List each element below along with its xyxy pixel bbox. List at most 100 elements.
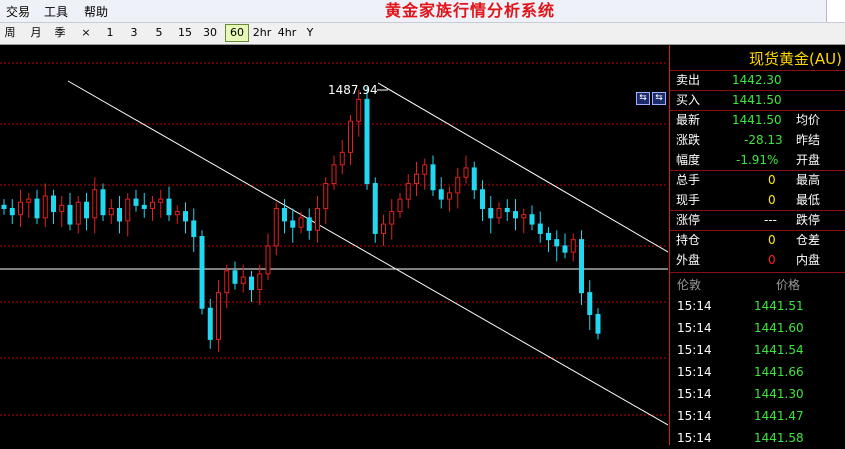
period-15[interactable]: 15 [178, 26, 192, 39]
candle-body [9, 207, 15, 216]
app-title: 黄金家族行情分析系统 [384, 1, 555, 20]
menu-tools[interactable]: 工具 [44, 5, 69, 19]
candle-body [298, 217, 304, 228]
candle-body [92, 189, 98, 219]
menu-bar: 交易 工具 帮助 黄金家族行情分析系统 [0, 0, 845, 23]
quote-value: 0 [768, 173, 776, 187]
trade-time: 15:14 [677, 409, 712, 423]
candle-body [471, 167, 477, 191]
candle-body [290, 220, 296, 228]
candle-body [595, 313, 601, 334]
quote-row-latest: 最新 1441.50 均价 [670, 110, 845, 130]
trade-time: 15:14 [677, 431, 712, 445]
period-4hr[interactable]: 4hr [277, 26, 297, 39]
candle-body [108, 207, 114, 216]
period-5[interactable]: 5 [155, 26, 163, 39]
trades-header: 伦敦 价格 [670, 275, 845, 295]
candle-body [224, 270, 230, 294]
candle-body [372, 183, 378, 234]
trendline-upper [377, 82, 668, 253]
candle-body [306, 217, 312, 231]
quote-label: 现手 [676, 193, 701, 207]
quote-label: 开盘 [796, 153, 821, 167]
trade-row: 15:14 1441.30 [670, 383, 845, 405]
trade-time: 15:14 [677, 343, 712, 357]
quote-value: 0 [768, 193, 776, 207]
candle-body [513, 211, 518, 219]
candle-body [480, 189, 485, 209]
quote-label: 外盘 [676, 253, 701, 267]
trade-price: 1441.30 [754, 387, 804, 401]
candle-body [191, 220, 197, 238]
period-3[interactable]: 3 [130, 26, 138, 39]
candle-body [562, 245, 568, 253]
quote-row-buy: 买入 1441.50 [670, 90, 845, 110]
candle-body [117, 207, 122, 222]
period-2hr[interactable]: 2hr [252, 26, 272, 39]
trade-price: 1441.58 [754, 431, 804, 445]
quote-row-position: 持仓 0 仓差 [670, 230, 845, 250]
scroll-left-button[interactable]: ⇆ [636, 92, 650, 105]
divider [670, 272, 845, 273]
trade-time: 15:14 [677, 299, 712, 313]
candle-body [232, 270, 238, 284]
period-quarter[interactable]: 季 [54, 26, 66, 39]
candle-body [67, 204, 73, 225]
candle-body [133, 198, 139, 206]
period-week[interactable]: 周 [4, 26, 16, 39]
trade-price: 1441.66 [754, 365, 804, 379]
trade-row: 15:14 1441.51 [670, 295, 845, 317]
candle-body [1, 204, 7, 209]
menu-trade[interactable]: 交易 [6, 5, 31, 19]
quote-label: 最新 [676, 113, 701, 127]
candle-body [51, 195, 56, 213]
menu-help[interactable]: 帮助 [84, 5, 109, 19]
period-toolbar: 周 月 季 × 1 3 5 15 30 60 2hr 4hr Y [0, 23, 845, 45]
trade-row: 15:14 1441.47 [670, 405, 845, 427]
candle-body [150, 201, 155, 209]
candle-body [554, 239, 560, 247]
trade-price: 1441.54 [754, 343, 804, 357]
divider [670, 170, 845, 171]
period-30[interactable]: 30 [203, 26, 217, 39]
candle-body [438, 189, 444, 200]
instrument-title: 现货黄金(AU) [749, 50, 842, 68]
candles [1, 86, 601, 352]
window-close-button[interactable] [826, 0, 845, 22]
trades-header-price: 价格 [776, 278, 801, 292]
scroll-right-button[interactable]: ⇆ [652, 92, 666, 105]
trendlines [67, 80, 668, 426]
quote-row-volume: 总手 0 最高 [670, 170, 845, 190]
quote-label: 幅度 [676, 153, 701, 167]
trade-time: 15:14 [677, 321, 712, 335]
quote-row-current: 现手 0 最低 [670, 190, 845, 210]
candle-body [504, 207, 510, 213]
candle-body [273, 207, 279, 247]
price-chart[interactable]: 1487.94 ⇆ ⇆ [0, 45, 668, 445]
quote-value: 1442.30 [732, 73, 782, 87]
period-close[interactable]: × [81, 26, 91, 39]
period-60[interactable]: 60 [225, 24, 249, 42]
candle-body [414, 173, 419, 185]
quote-row-limit: 涨停 --- 跌停 [670, 210, 845, 230]
candle-body [447, 192, 452, 200]
quote-label: 涨停 [676, 213, 701, 227]
candle-body [141, 204, 147, 209]
candle-body [463, 167, 469, 178]
period-1[interactable]: 1 [106, 26, 114, 39]
candle-body [579, 239, 584, 294]
candle-body [216, 292, 221, 340]
quote-label: 涨跌 [676, 133, 701, 147]
candle-body [315, 207, 320, 231]
period-month[interactable]: 月 [30, 26, 42, 39]
divider [670, 110, 845, 111]
period-year[interactable]: Y [306, 26, 314, 39]
divider [670, 90, 845, 91]
quote-value: 1441.50 [732, 93, 782, 107]
trade-row: 15:14 1441.66 [670, 361, 845, 383]
candle-body [389, 211, 395, 225]
trade-price: 1441.51 [754, 299, 804, 313]
candle-body [356, 98, 362, 122]
candle-body [537, 223, 543, 234]
candle-body [199, 236, 205, 309]
